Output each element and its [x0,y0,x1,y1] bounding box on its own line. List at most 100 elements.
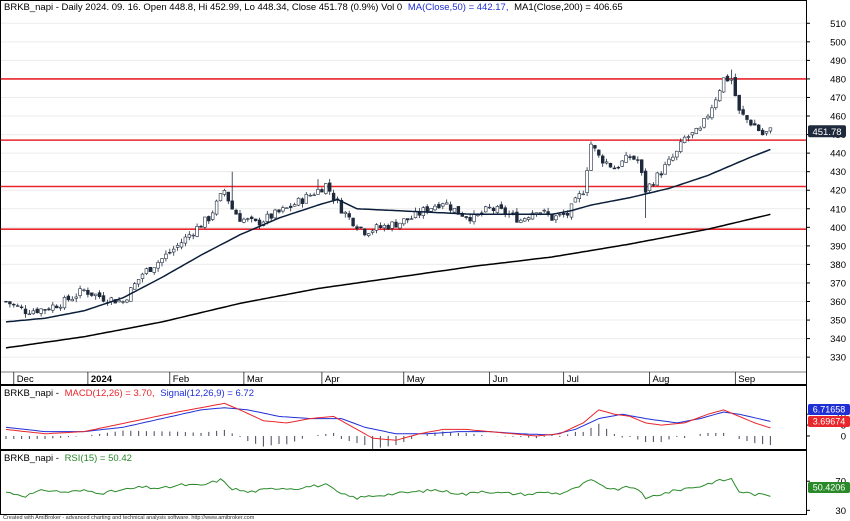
price-tick-label: 350 [830,316,846,327]
price-candle [690,132,695,139]
price-candle [152,267,156,275]
price-candle [51,301,55,313]
price-tick-label: 460 [830,112,846,123]
price-candle [199,224,203,228]
price-candle [491,206,496,215]
price-tick-label: 510 [830,19,846,30]
price-candle [121,300,125,305]
rsi-panel-frame [0,450,807,515]
month-label: Mar [247,374,263,385]
price-candle [265,210,269,225]
svg-text:451.78: 451.78 [812,127,841,138]
rsi-value-tag: 50.4206 [808,482,850,493]
price-candle [277,209,281,214]
price-candle [624,151,628,163]
price-tick-label: 440 [830,149,846,160]
price-candle [452,207,457,213]
price-candle [140,272,145,283]
macd-legend: MACD(12,26) = 3.70, [65,388,155,399]
rsi-line [5,477,771,500]
price-candle [682,135,687,144]
price-candle [698,126,702,132]
price-candle [597,149,601,158]
price-candle [339,197,344,214]
month-label: Jun [493,374,508,385]
price-candle [386,223,390,231]
price-candle [203,216,207,229]
price-candle [207,215,211,224]
price-candle [47,306,51,311]
price-tick-label: 340 [830,334,846,345]
ma50-legend: MA(Close,50) = 442.17, [408,2,509,13]
price-tick-label: 430 [830,167,846,178]
price-candle [54,304,59,309]
price-tick-label: 420 [830,186,846,197]
price-candle [191,233,195,240]
price-candle [394,219,398,228]
price-candle [164,250,168,262]
price-candle [671,153,675,162]
price-candle [281,205,285,214]
price-candle [706,113,710,120]
price-candle [608,162,613,168]
price-candle [316,179,320,195]
price-candle [733,73,738,97]
price-candle [487,203,492,209]
price-candle [636,156,640,164]
price-candle [561,209,566,218]
rsi-tick-label: 30 [835,506,846,517]
macd-value-tag: 6.71658 [808,404,850,415]
price-candle [15,303,20,307]
price-candle [183,233,188,247]
svg-text:3.69674: 3.69674 [813,417,846,427]
price-candle [659,171,663,178]
price-candle [292,202,297,207]
price-candle [651,182,656,187]
macd-line [5,402,771,441]
ma200-line [5,213,771,349]
price-candle [745,114,749,124]
price-candle [714,97,718,110]
price-candle [172,245,176,256]
svg-text:6.71658: 6.71658 [813,405,846,415]
price-candle [78,285,82,299]
price-candle [238,209,242,222]
price-candle [214,199,219,216]
signal-value-tag: 3.69674 [808,416,850,427]
price-tick-label: 480 [830,74,846,85]
price-candle [710,104,714,120]
price-header-prefix: BRKB_napi - Daily 2024. 09. 16. Open 448… [4,2,402,13]
price-candle [433,204,437,211]
price-tick-label: 330 [830,353,846,364]
price-candle [300,197,305,208]
price-candle [27,310,32,316]
price-candle [390,221,394,232]
month-label: Sep [738,374,755,385]
price-candle [179,238,184,250]
price-candle [148,266,152,272]
price-candle [355,224,359,231]
price-tick-label: 390 [830,241,846,252]
price-panel-frame [0,0,807,385]
price-candle [168,248,172,255]
price-candle [678,138,683,154]
price-candle [136,279,141,288]
price-candle [74,293,78,303]
price-candle [269,213,273,222]
signal-legend: Signal(12,26,9) = 6.72 [160,388,254,399]
price-tick-label: 360 [830,297,846,308]
macd-tick-label: 10 [835,410,846,421]
price-candle [43,309,47,315]
price-candle [725,74,730,82]
price-tick-label: 380 [830,260,846,271]
price-candle [409,215,414,220]
macd-header-prefix: BRKB_napi - [4,388,59,399]
price-candle [359,226,363,229]
price-candle [577,190,582,203]
month-label: Aug [653,374,670,385]
price-candle [230,171,234,210]
price-candle [686,134,691,142]
price-candle [218,193,223,202]
price-candle [327,178,332,195]
